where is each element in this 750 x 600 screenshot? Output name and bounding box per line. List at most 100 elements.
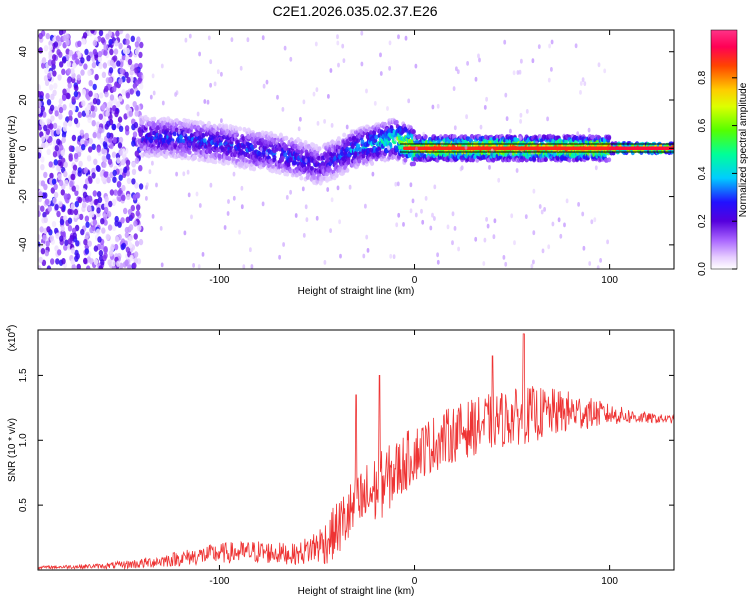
spectrogram-cell: [124, 259, 129, 267]
spectrogram-cell: [49, 104, 55, 112]
spectrogram-cell: [285, 195, 289, 200]
spectrogram-cell: [193, 155, 197, 161]
spectrogram-cell: [146, 182, 149, 188]
spectrogram-cell: [393, 136, 397, 142]
spectrogram-cell: [77, 111, 83, 119]
spectrogram-cell: [541, 248, 545, 254]
spectrogram-cell: [38, 234, 41, 241]
spectrogram-cell: [116, 157, 121, 164]
spectrogram-cell: [87, 175, 93, 183]
spectrogram-cell: [360, 61, 364, 67]
spectrogram-cell: [512, 140, 517, 146]
spectrogram-cell: [485, 217, 488, 222]
spectrogram-cell: [85, 221, 90, 228]
spectrogram-cell: [41, 62, 46, 69]
spectrogram-cell: [77, 196, 83, 204]
spectrogram-cell: [515, 168, 519, 173]
spectrogram-cell: [217, 154, 222, 159]
spectrogram-cell: [117, 180, 122, 188]
snr-series-line: [38, 333, 674, 570]
spectrogram-cell: [64, 179, 69, 187]
spectrogram-cell: [550, 39, 554, 45]
spectrogram-cell: [128, 234, 134, 241]
spectrogram-cell: [40, 205, 45, 212]
y-tick-label: 20: [18, 94, 29, 106]
spectrogram-cell: [118, 78, 123, 85]
spectrogram-cell: [433, 184, 437, 190]
spectrogram-cell: [149, 94, 153, 100]
spectrogram-cell: [206, 99, 210, 105]
spectrogram-cell: [107, 77, 113, 84]
spectrogram-cell: [38, 47, 43, 54]
spectrogram-cell: [320, 161, 325, 167]
spectrogram-cell: [107, 259, 112, 266]
spectrogram-cell: [315, 215, 319, 221]
spectrogram-cell: [56, 49, 61, 56]
spectrogram-cell: [92, 131, 97, 139]
spectrogram-cell: [77, 51, 82, 58]
spectrogram-cell: [48, 44, 53, 51]
spectrogram-cell: [283, 152, 288, 158]
spectrogram-cell: [452, 86, 456, 91]
spectrogram-cell: [365, 234, 369, 240]
spectrogram-cell: [505, 116, 509, 121]
spectrogram-cell: [179, 134, 184, 140]
spectrogram-cell: [304, 158, 308, 164]
spectrogram-cell: [45, 32, 50, 40]
spectrogram-cell: [102, 62, 108, 69]
spectrogram-cell: [305, 217, 309, 223]
spectrogram-cell: [96, 191, 102, 198]
spectrogram-cell: [125, 159, 131, 166]
spectrogram-cell: [68, 49, 74, 57]
spectrogram-cell: [66, 60, 72, 68]
y-tick-label: 1.5: [18, 368, 29, 382]
spectrogram-cell: [120, 243, 125, 251]
spectrogram-cell: [151, 214, 155, 219]
spectrogram-cell: [220, 118, 223, 123]
spectrogram-cell: [273, 133, 278, 139]
spectrogram-cell: [74, 84, 79, 92]
spectrogram-cells: [38, 30, 674, 269]
spectrogram-cell: [97, 196, 103, 204]
spectrogram-cell: [101, 147, 106, 155]
spectrogram-cell: [42, 211, 47, 219]
spectrogram-cell: [125, 92, 131, 99]
spectrogram-cell: [67, 225, 73, 232]
spectrogram-cell: [263, 139, 268, 145]
spectrogram-cell: [451, 211, 455, 217]
snr-scale-label: (x104): [6, 325, 18, 352]
spectrogram-cell: [82, 201, 87, 209]
spectrogram-cell: [336, 185, 340, 191]
spectrogram-cell: [192, 263, 196, 268]
spectrogram-cell: [161, 100, 165, 106]
spectrogram-cell: [277, 170, 282, 176]
spectrogram-cell: [55, 165, 61, 172]
spectrogram-cell: [139, 83, 144, 90]
spectrogram-cell: [112, 98, 118, 105]
spectrogram-cell: [547, 244, 551, 250]
spectrogram-cell: [422, 131, 425, 137]
spectrogram-cell: [497, 177, 501, 183]
spectrogram-cell: [232, 171, 236, 177]
spectrogram-cell: [113, 243, 119, 251]
spectrogram-cell: [104, 196, 109, 203]
spectrogram-cell: [253, 143, 258, 149]
snr-frame: [37, 329, 675, 571]
spectrogram-cell: [67, 217, 73, 224]
spectrogram-cell: [220, 71, 223, 77]
spectrogram-cell: [261, 201, 265, 207]
spectrogram-cell: [75, 184, 80, 191]
spectrogram-cell: [52, 54, 57, 61]
spectrogram-cell: [108, 250, 114, 257]
spectrogram-cell: [71, 185, 76, 192]
spectrogram-cell: [478, 57, 481, 63]
spectrogram-cell: [79, 129, 85, 136]
spectrogram-cell: [513, 240, 516, 246]
spectrogram-cell: [490, 148, 494, 154]
spectrogram-cell: [327, 94, 330, 99]
spectrogram-cell: [98, 113, 104, 120]
spectrogram-cell: [289, 189, 292, 195]
spectrogram-cell: [79, 213, 84, 221]
spectrogram-cell: [69, 180, 74, 188]
spectrogram-cell: [329, 228, 332, 234]
